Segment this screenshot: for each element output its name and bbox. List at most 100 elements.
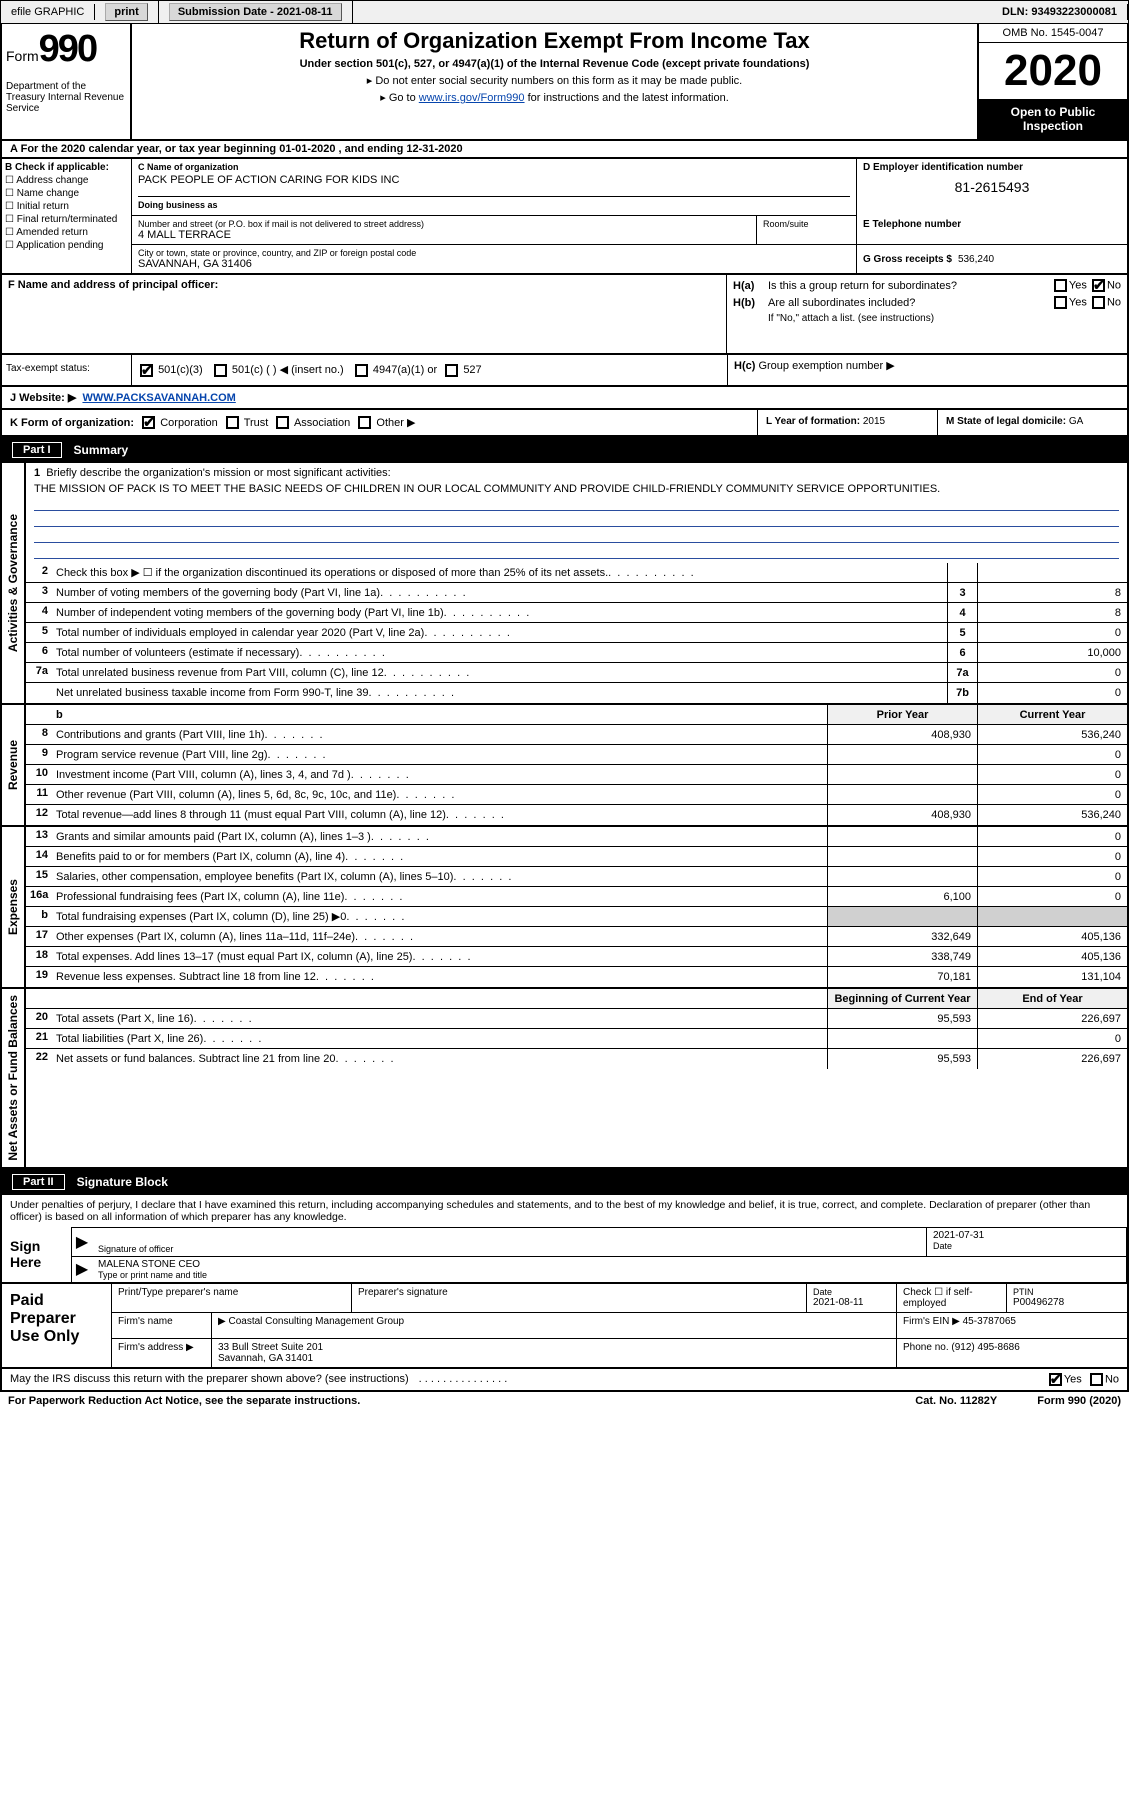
line-text: Net unrelated business taxable income fr… [52,683,947,703]
chk-name-change[interactable]: Name change [5,188,128,199]
website-label: J Website: ▶ [10,392,76,404]
sig-declaration: Under penalties of perjury, I declare th… [2,1195,1127,1227]
ha-no-check[interactable] [1092,279,1105,292]
mission-label: Briefly describe the organization's miss… [46,467,390,479]
org-name-label: C Name of organization [138,162,850,172]
print-button[interactable]: print [105,3,147,21]
ein-box: D Employer identification number 81-2615… [857,159,1127,216]
preparer-label: Paid Preparer Use Only [2,1284,112,1367]
phone-box: E Telephone number [857,216,1127,244]
prior-value: 408,930 [827,725,977,744]
line-text: Number of voting members of the governin… [52,583,947,602]
prior-value [827,827,977,846]
line-text: Number of independent voting members of … [52,603,947,622]
signature-block: Under penalties of perjury, I declare th… [0,1195,1129,1284]
line-text: Other expenses (Part IX, column (A), lin… [52,927,827,946]
part2-header: Part II Signature Block [0,1169,1129,1195]
line-row: 10 Investment income (Part VIII, column … [26,765,1127,785]
chk-assoc[interactable] [276,416,289,429]
chk-501c[interactable] [214,364,227,377]
current-value: 0 [977,745,1127,764]
mission-rule [34,497,1119,511]
line-text: Investment income (Part VIII, column (A)… [52,765,827,784]
street-value: 4 MALL TERRACE [138,229,750,241]
line-text: Total assets (Part X, line 16) . . . . .… [52,1009,827,1028]
line-text: Grants and similar amounts paid (Part IX… [52,827,827,846]
hc-label: Group exemption number ▶ [758,360,894,372]
website-link[interactable]: WWW.PACKSAVANNAH.COM [82,392,235,404]
chk-trust[interactable] [226,416,239,429]
efile-label: efile GRAPHIC [1,4,95,20]
tax-status-label: Tax-exempt status: [2,355,132,385]
chk-final-return[interactable]: Final return/terminated [5,214,128,225]
line-row: 5 Total number of individuals employed i… [26,623,1127,643]
prior-value: 95,593 [827,1049,977,1069]
line-row: Net unrelated business taxable income fr… [26,683,1127,703]
line-text: Total fundraising expenses (Part IX, col… [52,907,827,926]
officer-name-field: MALENA STONE CEO Type or print name and … [92,1257,1127,1282]
hb-yes-check[interactable] [1054,296,1067,309]
chk-other[interactable] [358,416,371,429]
side-label-na: Net Assets or Fund Balances [2,989,26,1167]
prep-sig-label: Preparer's signature [352,1284,807,1312]
side-label-exp: Expenses [2,827,26,987]
part1-num: Part I [12,442,62,458]
chk-501c3[interactable] [140,364,153,377]
firm-name-label: Firm's name [112,1313,212,1338]
tax-status-opts: 501(c)(3) 501(c) ( ) ◀ (insert no.) 4947… [132,355,727,385]
gross-receipts-box: G Gross receipts $ 536,240 [857,245,1127,273]
chk-amended-return[interactable]: Amended return [5,227,128,238]
prep-ptin-box: PTIN P00496278 [1007,1284,1127,1312]
prior-value [827,765,977,784]
line-value: 8 [977,583,1127,602]
current-value: 405,136 [977,927,1127,946]
current-value: 0 [977,887,1127,906]
sig-date-field: 2021-07-31 Date [927,1228,1127,1256]
street-label: Number and street (or P.O. box if mail i… [138,219,750,229]
line-text: Net assets or fund balances. Subtract li… [52,1049,827,1069]
line-box [947,563,977,582]
line-value: 0 [977,683,1127,703]
form-number: 990 [39,28,96,70]
submission-date-button[interactable]: Submission Date - 2021-08-11 [169,3,342,21]
mission-text: THE MISSION OF PACK IS TO MEET THE BASIC… [34,483,1119,495]
chk-application-pending[interactable]: Application pending [5,240,128,251]
city-label: City or town, state or province, country… [138,248,850,258]
chk-address-change[interactable]: Address change [5,175,128,186]
irs-link[interactable]: www.irs.gov/Form990 [419,92,525,104]
line-row: 16a Professional fundraising fees (Part … [26,887,1127,907]
line-row: 19 Revenue less expenses. Subtract line … [26,967,1127,987]
chk-4947[interactable] [355,364,368,377]
website-row: J Website: ▶ WWW.PACKSAVANNAH.COM [0,387,1129,410]
firm-phone-box: Phone no. (912) 495-8686 [897,1339,1127,1367]
line-box: 4 [947,603,977,622]
line-text: Professional fundraising fees (Part IX, … [52,887,827,906]
line-row: 11 Other revenue (Part VIII, column (A),… [26,785,1127,805]
group-return-box: H(a) Is this a group return for subordin… [727,275,1127,353]
ha-yes-check[interactable] [1054,279,1067,292]
tax-year: 2020 [979,43,1127,99]
hb-no-check[interactable] [1092,296,1105,309]
discuss-yes-check[interactable] [1049,1373,1062,1386]
dba-label: Doing business as [138,196,850,210]
prior-year-header: Prior Year [827,705,977,724]
org-name: PACK PEOPLE OF ACTION CARING FOR KIDS IN… [138,174,850,186]
line-text: Other revenue (Part VIII, column (A), li… [52,785,827,804]
line-row: 2 Check this box ▶ ☐ if the organization… [26,563,1127,583]
prep-date-box: Date 2021-08-11 [807,1284,897,1312]
sig-arrow-icon: ▶ [72,1257,92,1282]
beg-year-header: Beginning of Current Year [827,989,977,1008]
k-left: K Form of organization: Corporation Trus… [2,410,757,436]
line-row: 14 Benefits paid to or for members (Part… [26,847,1127,867]
chk-527[interactable] [445,364,458,377]
line-row: 22 Net assets or fund balances. Subtract… [26,1049,1127,1069]
discuss-no-check[interactable] [1090,1373,1103,1386]
prior-value [827,847,977,866]
footer-left: For Paperwork Reduction Act Notice, see … [8,1395,360,1407]
prior-value [827,785,977,804]
line-row: 3 Number of voting members of the govern… [26,583,1127,603]
line-value: 0 [977,663,1127,682]
chk-corp[interactable] [142,416,155,429]
chk-initial-return[interactable]: Initial return [5,201,128,212]
current-year-header: Current Year [977,705,1127,724]
